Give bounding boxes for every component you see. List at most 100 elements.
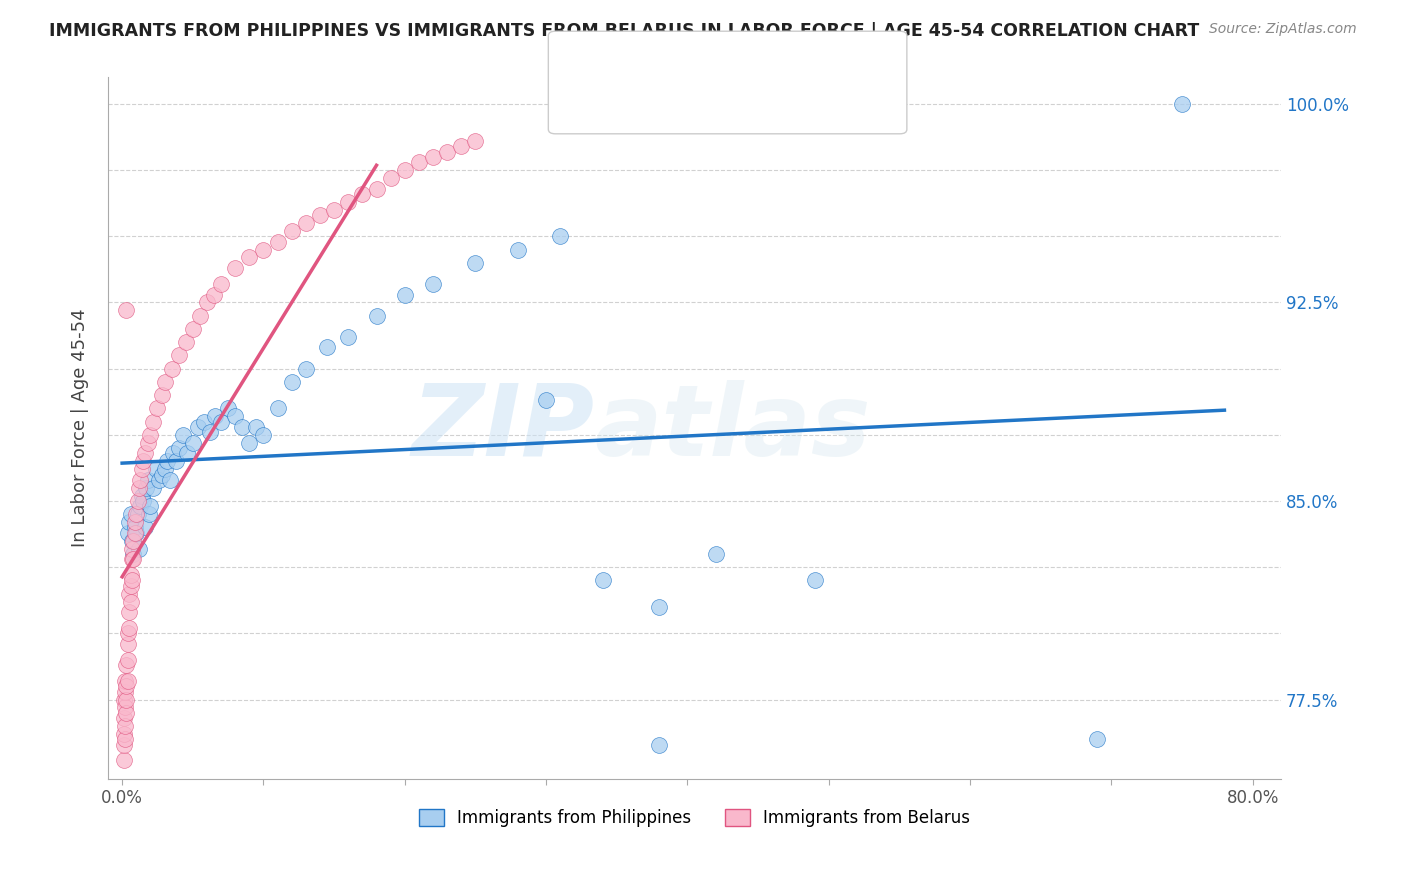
Point: [450, 139, 472, 153]
Point: [118, 605, 141, 619]
Text: 0.622: 0.622: [678, 53, 740, 71]
Point: [309, 208, 332, 222]
Point: [160, 361, 183, 376]
Point: [506, 243, 529, 257]
Point: [172, 427, 194, 442]
Point: [534, 393, 557, 408]
Point: [146, 401, 169, 416]
Point: [117, 637, 139, 651]
Point: [295, 361, 318, 376]
Point: [117, 673, 139, 688]
Point: [115, 679, 138, 693]
Point: [159, 473, 181, 487]
Point: [131, 462, 153, 476]
Point: [394, 287, 416, 301]
Point: [167, 441, 190, 455]
Point: [139, 427, 162, 442]
Point: [280, 224, 302, 238]
Point: [176, 446, 198, 460]
Point: [238, 251, 260, 265]
Point: [117, 525, 139, 540]
Legend: Immigrants from Philippines, Immigrants from Belarus: Immigrants from Philippines, Immigrants …: [412, 802, 977, 834]
Point: [138, 507, 160, 521]
Point: [128, 541, 150, 556]
Point: [165, 454, 187, 468]
Bar: [569, 46, 612, 78]
Point: [115, 658, 138, 673]
Point: [121, 552, 143, 566]
Point: [238, 435, 260, 450]
Point: [266, 401, 288, 416]
Point: [252, 427, 274, 442]
Point: [120, 579, 142, 593]
Point: [150, 467, 173, 482]
Point: [112, 727, 135, 741]
Point: [134, 520, 156, 534]
Point: [122, 552, 145, 566]
Point: [422, 277, 444, 291]
Point: [125, 507, 148, 521]
Point: [209, 415, 232, 429]
Point: [188, 309, 211, 323]
Point: [464, 256, 486, 270]
Point: [436, 145, 458, 159]
Point: [295, 216, 318, 230]
Point: [142, 481, 165, 495]
Point: [704, 547, 727, 561]
Point: [124, 520, 146, 534]
Point: [118, 515, 141, 529]
Point: [153, 375, 176, 389]
Text: R =: R =: [628, 93, 671, 112]
Point: [118, 621, 141, 635]
Point: [136, 473, 159, 487]
Point: [366, 181, 388, 195]
Point: [132, 494, 155, 508]
Point: [380, 171, 402, 186]
Point: [136, 435, 159, 450]
Point: [195, 295, 218, 310]
Point: [162, 446, 184, 460]
Point: [115, 706, 138, 720]
Point: [548, 229, 571, 244]
Point: [803, 574, 825, 588]
Point: [117, 626, 139, 640]
Point: [352, 186, 374, 201]
Point: [153, 462, 176, 476]
Point: [114, 732, 136, 747]
Point: [209, 277, 232, 291]
Point: [323, 202, 346, 217]
Point: [127, 494, 149, 508]
Point: [117, 653, 139, 667]
Point: [648, 599, 671, 614]
Point: [245, 420, 267, 434]
Point: [174, 335, 197, 350]
Point: [114, 719, 136, 733]
Point: [145, 462, 167, 476]
Point: [125, 525, 148, 540]
Text: Source: ZipAtlas.com: Source: ZipAtlas.com: [1209, 22, 1357, 37]
Point: [121, 533, 143, 548]
Point: [112, 738, 135, 752]
Point: [167, 348, 190, 362]
Point: [217, 401, 239, 416]
Bar: [569, 87, 612, 119]
Point: [422, 150, 444, 164]
Point: [115, 303, 138, 318]
Point: [231, 420, 253, 434]
Point: [122, 547, 145, 561]
Point: [337, 194, 360, 209]
Y-axis label: In Labor Force | Age 45-54: In Labor Force | Age 45-54: [72, 309, 89, 548]
Text: N =: N =: [754, 53, 797, 71]
Point: [120, 568, 142, 582]
Point: [316, 341, 339, 355]
Point: [266, 235, 288, 249]
Text: N =: N =: [754, 93, 797, 112]
Point: [121, 541, 143, 556]
Point: [148, 473, 170, 487]
Point: [132, 454, 155, 468]
Text: R =: R =: [628, 53, 671, 71]
Point: [252, 243, 274, 257]
Point: [1085, 732, 1108, 747]
Point: [112, 711, 135, 725]
Point: [366, 309, 388, 323]
